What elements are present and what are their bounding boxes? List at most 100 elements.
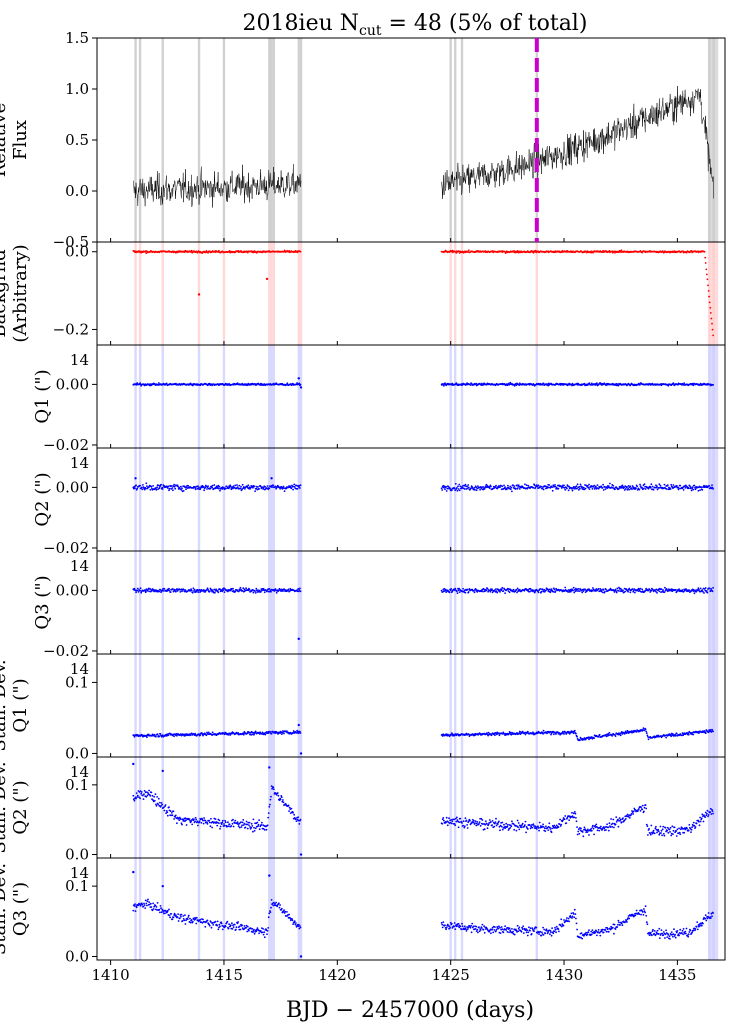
data-point bbox=[632, 589, 635, 592]
data-point bbox=[657, 830, 660, 833]
outlier-point bbox=[297, 637, 300, 641]
data-point bbox=[515, 588, 518, 591]
data-point bbox=[503, 484, 505, 487]
data-point bbox=[496, 823, 499, 825]
data-point bbox=[454, 489, 457, 492]
data-point bbox=[187, 485, 190, 487]
data-point bbox=[486, 485, 489, 487]
data-point bbox=[258, 819, 260, 822]
data-point bbox=[505, 822, 508, 825]
data-point bbox=[446, 824, 449, 827]
data-point bbox=[687, 487, 690, 490]
data-point bbox=[655, 828, 658, 831]
data-point bbox=[583, 738, 585, 741]
data-point bbox=[487, 731, 490, 734]
data-point bbox=[602, 483, 604, 486]
data-point bbox=[253, 826, 255, 829]
data-point bbox=[168, 806, 170, 808]
data-point bbox=[712, 488, 714, 490]
data-point bbox=[486, 732, 488, 734]
data-point bbox=[208, 923, 211, 926]
data-point bbox=[250, 826, 253, 829]
data-point bbox=[220, 922, 223, 925]
data-point bbox=[150, 906, 153, 908]
data-point bbox=[586, 384, 589, 386]
data-point bbox=[248, 824, 250, 826]
outlier-point bbox=[161, 769, 164, 773]
data-point bbox=[266, 487, 268, 490]
data-point bbox=[615, 816, 618, 818]
data-point bbox=[151, 909, 154, 912]
data-point bbox=[588, 834, 590, 836]
data-point bbox=[707, 815, 709, 818]
data-point bbox=[234, 819, 237, 822]
data-point bbox=[623, 819, 626, 821]
data-point bbox=[706, 590, 708, 592]
data-point bbox=[655, 825, 657, 828]
data-point bbox=[165, 382, 168, 385]
data-point bbox=[693, 592, 696, 595]
data-point bbox=[456, 489, 459, 492]
data-point bbox=[712, 730, 714, 733]
data-point bbox=[672, 382, 675, 385]
data-point bbox=[299, 484, 302, 487]
cut-band bbox=[134, 858, 137, 960]
data-point bbox=[591, 589, 594, 592]
data-point bbox=[709, 807, 712, 810]
data-point bbox=[526, 730, 529, 733]
data-point bbox=[177, 920, 180, 922]
series-flux bbox=[133, 85, 714, 208]
data-point bbox=[202, 822, 205, 825]
data-point bbox=[173, 912, 176, 915]
data-point bbox=[564, 488, 567, 491]
data-point bbox=[217, 484, 220, 487]
data-point bbox=[254, 730, 257, 733]
data-point bbox=[627, 485, 630, 487]
data-point bbox=[692, 488, 695, 491]
data-point bbox=[583, 486, 585, 489]
data-point bbox=[691, 487, 693, 490]
data-point bbox=[486, 823, 488, 825]
data-point bbox=[227, 821, 229, 824]
data-point bbox=[682, 590, 685, 593]
data-point bbox=[246, 384, 249, 387]
data-point bbox=[504, 827, 506, 830]
data-point bbox=[513, 485, 516, 487]
data-point bbox=[593, 488, 596, 490]
data-point bbox=[679, 828, 682, 831]
data-point bbox=[153, 905, 156, 908]
data-point bbox=[709, 729, 712, 731]
data-point bbox=[620, 486, 623, 489]
data-point bbox=[148, 901, 151, 903]
data-point bbox=[690, 828, 693, 831]
data-point bbox=[445, 490, 448, 492]
data-point bbox=[180, 913, 183, 916]
data-point bbox=[217, 591, 220, 594]
cut-band bbox=[297, 242, 300, 345]
data-point bbox=[163, 809, 166, 812]
data-point bbox=[158, 487, 161, 490]
data-point bbox=[146, 900, 149, 903]
data-point bbox=[576, 735, 578, 738]
data-point bbox=[622, 589, 624, 592]
data-point bbox=[672, 484, 675, 486]
data-point bbox=[712, 586, 714, 589]
data-point bbox=[137, 591, 140, 593]
data-point bbox=[651, 485, 654, 488]
data-point bbox=[499, 829, 501, 832]
data-point bbox=[136, 587, 139, 590]
data-point bbox=[246, 827, 249, 830]
data-point bbox=[516, 484, 518, 486]
data-point bbox=[153, 590, 156, 593]
data-point bbox=[182, 490, 185, 492]
data-point bbox=[623, 489, 626, 491]
data-point bbox=[491, 591, 494, 594]
data-point bbox=[568, 485, 570, 488]
data-point bbox=[605, 588, 607, 591]
data-point bbox=[251, 825, 254, 827]
cut-band bbox=[222, 242, 226, 345]
data-point bbox=[576, 590, 578, 592]
data-point bbox=[298, 589, 301, 591]
data-layer bbox=[132, 85, 714, 958]
data-point bbox=[697, 587, 700, 590]
